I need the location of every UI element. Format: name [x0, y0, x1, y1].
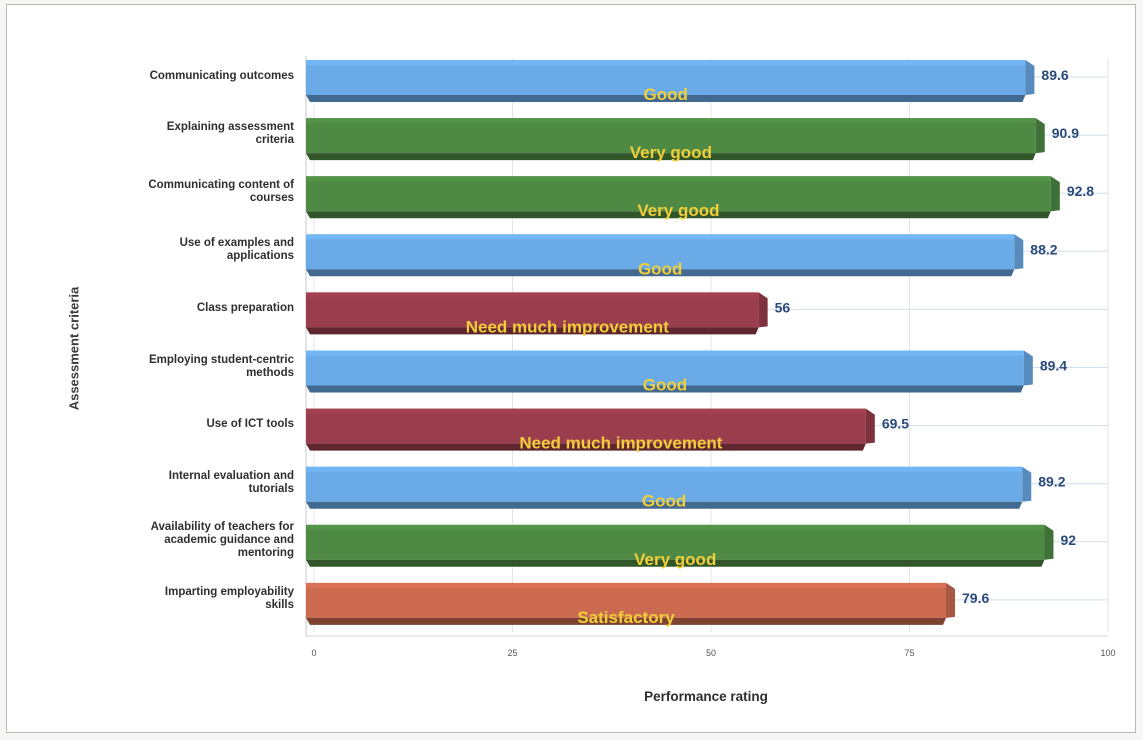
- bar-highlight: [306, 582, 947, 588]
- bar-highlight: [306, 292, 759, 298]
- bar-end: [1025, 60, 1035, 95]
- category-label: Communicating outcomes: [64, 70, 294, 83]
- bar: [306, 350, 1024, 386]
- bar-bottom: [306, 327, 759, 335]
- category-label-line: courses: [249, 192, 294, 205]
- rating-label: Good: [643, 376, 687, 395]
- x-tick-label: 0: [311, 648, 316, 658]
- rating-label: Need much improvement: [466, 317, 669, 336]
- bar: [306, 466, 1023, 502]
- category-label-line: Imparting employability: [164, 585, 294, 598]
- category-label-line: methods: [246, 366, 294, 379]
- category-label: Class preparation: [64, 302, 294, 315]
- bar: [306, 118, 1036, 154]
- bar-end: [758, 292, 768, 328]
- bar-end: [865, 408, 875, 444]
- x-tick-label: 50: [706, 648, 716, 658]
- rating-label: Very good: [634, 550, 716, 569]
- rating-label: Very good: [630, 143, 712, 162]
- category-label-line: criteria: [255, 134, 294, 147]
- rating-label: Good: [638, 259, 682, 278]
- bar-end: [1050, 176, 1060, 212]
- category-label-line: applications: [226, 250, 294, 263]
- category-label-line: mentoring: [237, 547, 294, 560]
- rating-label: Need much improvement: [519, 434, 722, 453]
- bar-end: [1014, 234, 1024, 270]
- category-label: Imparting employability skills: [64, 586, 294, 612]
- bar-end: [946, 582, 956, 618]
- bar-bottom: [306, 559, 1045, 567]
- category-label-line: Availability of teachers for: [150, 521, 294, 534]
- bar-end: [1035, 118, 1045, 154]
- value-label: 92.8: [1067, 183, 1094, 199]
- bar-end: [1044, 524, 1054, 560]
- bar-highlight: [306, 176, 1051, 182]
- bar: [306, 524, 1045, 560]
- bar-end: [1022, 466, 1032, 502]
- category-label-line: skills: [265, 598, 294, 611]
- bar-bottom: [306, 95, 1026, 102]
- category-label-line: academic guidance and: [164, 534, 294, 547]
- bar-bottom: [306, 269, 1015, 277]
- bar-highlight: [306, 408, 866, 414]
- bar-highlight: [306, 234, 1015, 240]
- value-label: 89.6: [1041, 67, 1068, 83]
- category-label: Employing student-centric methods: [64, 354, 294, 380]
- x-tick-label: 100: [1100, 648, 1115, 658]
- value-label: 88.2: [1030, 241, 1057, 257]
- value-label: 79.6: [962, 590, 989, 606]
- bar-highlight: [306, 524, 1045, 530]
- x-tick-label: 25: [507, 648, 517, 658]
- bar-bottom: [306, 443, 866, 451]
- bar: [306, 582, 947, 618]
- category-label-line: Communicating content of: [148, 179, 294, 192]
- bar: [306, 60, 1026, 95]
- value-label: 56: [775, 299, 791, 315]
- value-label: 92: [1060, 532, 1076, 548]
- bar: [306, 234, 1015, 270]
- rating-label: Good: [644, 85, 688, 104]
- bar-highlight: [306, 118, 1036, 124]
- rating-label: Very good: [637, 201, 719, 220]
- bar-bottom: [306, 617, 947, 625]
- bar-bottom: [306, 385, 1024, 393]
- bar: [306, 408, 866, 444]
- category-label-line: Communicating outcomes: [149, 69, 294, 82]
- category-label: Use of ICT tools: [64, 418, 294, 431]
- category-label-line: Explaining assessment: [166, 121, 294, 134]
- x-tick-label: 75: [904, 648, 914, 658]
- category-label-line: tutorials: [248, 482, 294, 495]
- category-label: Internal evaluation and tutorials: [64, 470, 294, 496]
- rating-label: Good: [642, 492, 686, 511]
- category-label-line: Employing student-centric: [148, 353, 294, 366]
- category-label-line: Internal evaluation and: [168, 469, 294, 482]
- x-axis-title: Performance rating: [644, 689, 768, 704]
- rating-label: Satisfactory: [577, 608, 675, 627]
- bar-bottom: [306, 501, 1023, 509]
- bar: [306, 176, 1051, 212]
- value-label: 69.5: [882, 416, 909, 432]
- category-label-line: Use of ICT tools: [206, 418, 294, 431]
- value-label: 89.2: [1038, 474, 1065, 490]
- category-label: Explaining assessment criteria: [64, 121, 294, 147]
- category-label-line: Use of examples and: [179, 237, 294, 250]
- category-label: Availability of teachers for academic gui…: [64, 521, 294, 560]
- bar-end: [1023, 350, 1033, 386]
- value-label: 89.4: [1040, 358, 1067, 374]
- bar-highlight: [306, 60, 1026, 65]
- bar-highlight: [306, 466, 1023, 472]
- bar: [306, 292, 759, 328]
- category-label: Communicating content of courses: [64, 179, 294, 205]
- category-label: Use of examples and applications: [64, 237, 294, 263]
- value-label: 90.9: [1052, 125, 1079, 141]
- bar-highlight: [306, 350, 1024, 356]
- category-label-line: Class preparation: [196, 301, 294, 314]
- bar-bottom: [306, 153, 1036, 161]
- bar-bottom: [306, 211, 1051, 219]
